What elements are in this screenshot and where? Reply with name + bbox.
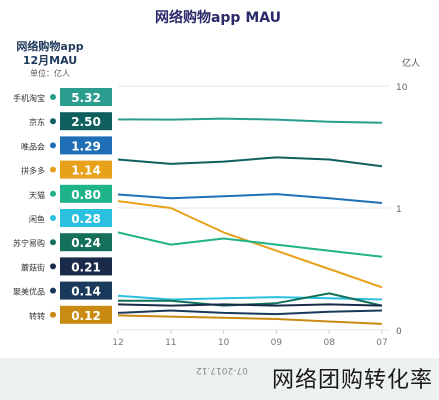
legend-label-8: 聚美优品 bbox=[13, 287, 45, 297]
legend-value-box-7 bbox=[60, 257, 112, 276]
legend-label-1: 京东 bbox=[29, 117, 45, 127]
legend-value-box-6 bbox=[60, 233, 112, 252]
legend-label-6: 苏宁易购 bbox=[13, 238, 45, 248]
footer-bar bbox=[0, 358, 439, 400]
legend-dot-2 bbox=[50, 142, 56, 149]
legend-dot-0 bbox=[50, 94, 56, 100]
legend-value-0: 5.32 bbox=[71, 91, 101, 105]
watermark-text: 网络团购转化率 bbox=[271, 368, 433, 393]
legend-value-box-4 bbox=[60, 184, 112, 203]
series-line-9 bbox=[117, 314, 383, 325]
series-line-5 bbox=[117, 294, 383, 301]
legend-label-5: 闲鱼 bbox=[29, 214, 45, 224]
legend-value-box-0 bbox=[60, 88, 112, 106]
legend-dot-8 bbox=[50, 287, 56, 294]
legend-value-1: 2.50 bbox=[71, 115, 101, 129]
legend-value-box-3 bbox=[60, 160, 112, 179]
y-tick-label-0: 10 bbox=[396, 83, 408, 93]
legend-value-box-2 bbox=[60, 136, 112, 155]
series-line-0 bbox=[117, 117, 383, 124]
legend-title: 网络购物app bbox=[16, 39, 83, 53]
legend-value-7: 0.21 bbox=[71, 260, 101, 274]
legend-label-4: 天猫 bbox=[29, 190, 45, 200]
series-line-4 bbox=[117, 231, 383, 258]
x-tick-label-08: 08 bbox=[323, 338, 335, 348]
y-tick-label-1: 1 bbox=[396, 205, 402, 215]
legend-label-7: 蘑菇街 bbox=[21, 262, 45, 272]
source-text: 07-2017.12 bbox=[196, 365, 248, 375]
legend-label-0: 手机淘宝 bbox=[13, 93, 45, 103]
y-tick-label-2: 0 bbox=[396, 327, 402, 337]
legend-unit: 单位：亿人 bbox=[30, 68, 70, 78]
legend-subtitle: 12月MAU bbox=[23, 54, 77, 67]
legend-value-box-5 bbox=[60, 209, 112, 227]
legend-value-6: 0.24 bbox=[71, 236, 101, 250]
series-line-1 bbox=[117, 156, 383, 168]
legend-value-box-8 bbox=[60, 281, 112, 300]
legend-label-3: 拼多多 bbox=[21, 166, 45, 176]
x-tick-label-10: 10 bbox=[218, 338, 230, 348]
legend-dot-3 bbox=[50, 166, 56, 173]
x-tick-label-11: 11 bbox=[165, 338, 176, 348]
y-axis-unit: 亿人 bbox=[402, 57, 420, 69]
legend-label-9: 转转 bbox=[29, 311, 45, 321]
legend-value-3: 1.14 bbox=[71, 164, 101, 178]
series-line-2 bbox=[117, 193, 383, 204]
legend-label-2: 唯品会 bbox=[21, 141, 45, 151]
legend-dot-9 bbox=[50, 311, 56, 318]
series-line-3 bbox=[117, 200, 383, 289]
legend-dot-1 bbox=[50, 118, 56, 125]
x-tick-label-12: 12 bbox=[112, 338, 123, 348]
legend-value-9: 0.12 bbox=[71, 309, 101, 323]
series-line-7 bbox=[117, 303, 383, 307]
legend-dot-7 bbox=[50, 263, 56, 270]
legend-value-box-9 bbox=[60, 305, 112, 324]
legend-value-5: 0.28 bbox=[71, 212, 101, 226]
legend-value-2: 1.29 bbox=[71, 139, 101, 153]
legend-value-box-1 bbox=[60, 112, 112, 131]
series-line-8 bbox=[117, 309, 383, 316]
legend-value-4: 0.80 bbox=[71, 188, 101, 202]
legend-dot-6 bbox=[50, 239, 56, 246]
legend-dot-4 bbox=[50, 190, 56, 197]
legend-value-8: 0.14 bbox=[71, 285, 101, 299]
chart-title: 网络购物app MAU bbox=[155, 9, 281, 26]
legend-dot-5 bbox=[50, 215, 56, 221]
x-tick-label-07: 07 bbox=[376, 338, 387, 348]
x-tick-label-09: 09 bbox=[271, 338, 283, 348]
